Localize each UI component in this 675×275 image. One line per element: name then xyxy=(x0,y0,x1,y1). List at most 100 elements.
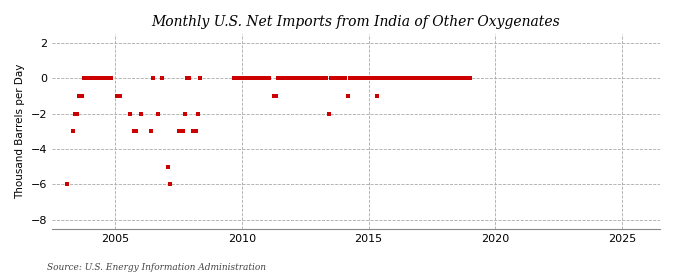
Point xyxy=(391,76,402,81)
Point xyxy=(452,76,462,81)
Point xyxy=(359,76,370,81)
Point xyxy=(281,76,292,81)
Point xyxy=(95,76,106,81)
Point xyxy=(163,165,173,169)
Point xyxy=(369,76,380,81)
Point xyxy=(105,76,116,81)
Point xyxy=(232,76,243,81)
Point xyxy=(268,94,279,98)
Point xyxy=(103,76,114,81)
Point xyxy=(380,76,391,81)
Point xyxy=(262,76,273,81)
Point xyxy=(401,76,412,81)
Point xyxy=(112,94,123,98)
Point xyxy=(315,76,325,81)
Point xyxy=(292,76,302,81)
Point xyxy=(80,76,91,81)
Point xyxy=(431,76,441,81)
Point xyxy=(236,76,247,81)
Point xyxy=(70,112,80,116)
Point xyxy=(308,76,319,81)
Point xyxy=(410,76,421,81)
Point xyxy=(342,94,353,98)
Point xyxy=(258,76,269,81)
Y-axis label: Thousand Barrels per Day: Thousand Barrels per Day xyxy=(15,64,25,199)
Point xyxy=(270,94,281,98)
Point xyxy=(421,76,431,81)
Point xyxy=(361,76,372,81)
Point xyxy=(338,76,349,81)
Point xyxy=(182,76,192,81)
Point xyxy=(441,76,452,81)
Point xyxy=(387,76,398,81)
Point xyxy=(443,76,454,81)
Point xyxy=(374,76,385,81)
Point xyxy=(101,76,112,81)
Point xyxy=(399,76,410,81)
Point xyxy=(256,76,267,81)
Point xyxy=(365,76,376,81)
Point xyxy=(355,76,366,81)
Point xyxy=(423,76,433,81)
Point xyxy=(376,76,387,81)
Point xyxy=(290,76,300,81)
Point xyxy=(234,76,245,81)
Point xyxy=(435,76,446,81)
Point xyxy=(260,76,271,81)
Point xyxy=(393,76,404,81)
Point xyxy=(327,76,338,81)
Point xyxy=(148,76,159,81)
Point xyxy=(298,76,308,81)
Point xyxy=(325,76,336,81)
Point xyxy=(251,76,262,81)
Point xyxy=(302,76,313,81)
Point xyxy=(78,76,89,81)
Point xyxy=(72,112,82,116)
Point xyxy=(178,129,188,134)
Point xyxy=(190,129,201,134)
Point xyxy=(427,76,437,81)
Point xyxy=(61,182,72,187)
Point xyxy=(156,76,167,81)
Point xyxy=(173,129,184,134)
Point xyxy=(91,76,102,81)
Point xyxy=(286,76,296,81)
Point xyxy=(448,76,458,81)
Point xyxy=(389,76,400,81)
Point xyxy=(238,76,249,81)
Point xyxy=(403,76,414,81)
Point xyxy=(331,76,342,81)
Point xyxy=(249,76,260,81)
Point xyxy=(283,76,294,81)
Point xyxy=(317,76,327,81)
Point xyxy=(454,76,464,81)
Point xyxy=(230,76,241,81)
Point xyxy=(378,76,389,81)
Point xyxy=(348,76,359,81)
Point xyxy=(406,76,416,81)
Point xyxy=(125,112,136,116)
Point xyxy=(300,76,310,81)
Point xyxy=(408,76,418,81)
Point xyxy=(296,76,306,81)
Point xyxy=(462,76,473,81)
Point xyxy=(460,76,471,81)
Point xyxy=(264,76,275,81)
Point xyxy=(279,76,290,81)
Point xyxy=(304,76,315,81)
Point xyxy=(288,76,298,81)
Title: Monthly U.S. Net Imports from India of Other Oxygenates: Monthly U.S. Net Imports from India of O… xyxy=(152,15,560,29)
Point xyxy=(384,76,395,81)
Point xyxy=(180,112,190,116)
Point xyxy=(194,76,205,81)
Point xyxy=(114,94,125,98)
Point xyxy=(241,76,252,81)
Point xyxy=(313,76,323,81)
Point xyxy=(192,112,203,116)
Point xyxy=(277,76,288,81)
Text: Source: U.S. Energy Information Administration: Source: U.S. Energy Information Administ… xyxy=(47,263,266,272)
Point xyxy=(99,76,110,81)
Point xyxy=(439,76,450,81)
Point xyxy=(367,76,378,81)
Point xyxy=(86,76,97,81)
